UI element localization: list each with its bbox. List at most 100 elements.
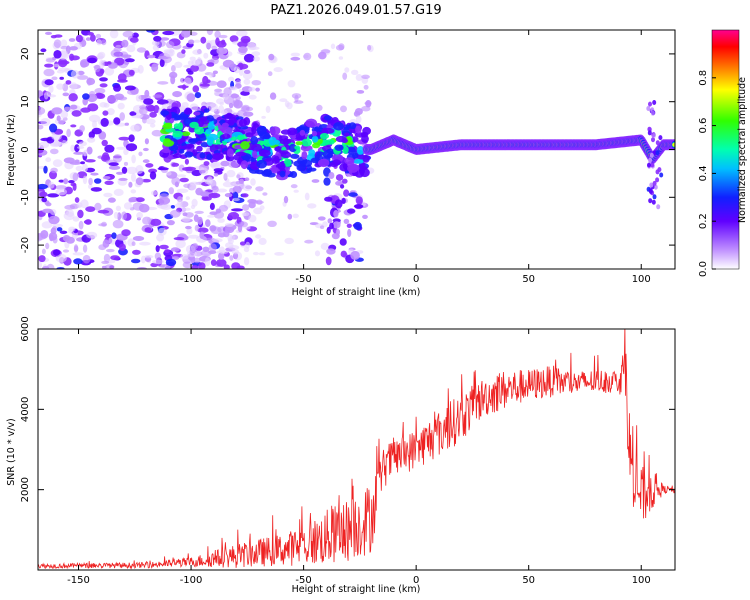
spectrogram-cell [255,234,262,239]
spectrogram-cell [212,238,223,243]
spectrogram-cell [79,125,85,133]
spectrogram-cell [116,146,127,150]
spectrogram-cell [147,54,156,59]
spectrogram-cell [652,100,657,105]
spectrogram-cell [225,226,235,234]
snr-xtick-label: 0 [413,575,419,586]
spectrogram-ytick-label: 10 [20,95,31,108]
spectrogram-cell [223,113,234,119]
spectrogram-cell [139,106,148,115]
spectrogram-cell [346,146,356,155]
spectrogram-cell [241,212,247,217]
spectrogram-xtick-label: 0 [413,274,419,285]
colorbar-tick-label: 0.4 [698,165,709,181]
spectrogram-cell [303,52,312,61]
spectrogram-cell [128,181,133,188]
spectrogram-cell [180,30,191,38]
spectrogram-cell [232,99,240,107]
spectrogram-cell [290,56,301,61]
spectrogram-cell [112,219,124,229]
spectrogram-cell [82,254,91,264]
spectrogram-cell [365,100,372,108]
spectrogram-cell [174,61,183,68]
spectrogram-cell [238,178,244,184]
snr-xtick-label: -150 [67,575,90,586]
spectrogram-cell [205,40,213,49]
spectrogram-ytick-label: -10 [20,189,31,205]
spectrogram-cell [251,80,262,86]
spectrogram-cell [145,118,156,125]
spectrogram-cell [131,115,143,119]
spectrogram-cell [206,138,214,146]
spectrogram-cell [197,56,202,65]
spectrogram-cell [142,159,150,164]
spectrogram-cell [346,161,355,168]
spectrogram-cell [85,159,96,163]
spectrogram-cell [248,87,256,92]
spectrogram-cell [236,174,241,179]
spectrogram-cell [70,69,80,79]
spectrogram-cell [164,50,174,58]
spectrogram-cell [199,190,210,197]
spectrogram-cell [106,108,115,116]
spectrogram-cell [208,250,217,254]
spectrogram-cell [130,124,140,132]
spectrogram-cell [194,126,205,135]
spectrogram-cell [159,58,165,68]
spectrogram-cell [199,152,206,159]
spectrogram-cell [203,52,209,59]
spectrogram-cell [354,108,363,115]
spectrogram-cell [229,35,239,43]
spectrogram-cell [238,46,248,54]
spectrogram-cell [209,211,218,215]
spectrogram-cell [202,75,209,85]
spectrogram-cell [213,173,219,177]
spectrogram-cell [190,64,200,72]
spectrogram-cell [221,126,233,134]
spectrogram-cell [166,41,175,49]
spectrogram-cell [152,45,160,51]
spectrogram-cell [74,144,80,153]
spectrogram-cell [160,110,170,116]
spectrogram-cell [126,44,136,53]
spectrogram-cell [87,137,96,143]
spectrogram-cell [251,51,261,57]
spectrogram-cell [652,194,657,200]
spectrogram-cell [279,170,286,178]
spectrogram-cell [56,69,65,74]
spectrogram-cell [144,227,152,233]
spectrogram-cell [103,192,113,198]
spectrogram-cell [293,189,299,193]
spectrogram-cell [172,130,183,138]
spectrogram-cell [38,124,44,130]
spectrogram-cell [86,146,93,155]
spectrogram-cell [88,177,93,186]
spectrogram-cell [151,190,158,196]
spectrogram-cell [99,77,108,82]
spectrogram-cell [189,121,199,129]
spectrogram-cell [94,202,102,211]
spectrogram-cell [180,145,193,150]
spectrogram-cell [65,80,72,85]
spectrogram-cell [148,168,158,174]
spectrogram-cell [45,202,52,207]
spectrogram-cell [112,154,123,163]
spectrogram-cell [218,246,225,254]
spectrogram-cell [350,250,360,260]
spectrogram-cell [204,178,213,185]
spectrogram-cell [271,158,280,164]
spectrogram-cell [191,198,198,207]
spectrogram-xtick-label: -150 [67,274,90,285]
spectrogram-cell [69,82,78,90]
snr-ylabel: SNR (10 * v/v) [6,418,17,486]
spectrogram-cell [247,199,257,204]
spectrogram-cell [103,176,111,180]
spectrogram-cell [57,60,70,65]
spectrogram-cell [241,193,249,198]
spectrogram-cell [340,250,347,258]
spectrogram-cell [219,34,228,39]
spectrogram-cell [236,30,248,37]
spectrogram-cell [288,143,297,153]
spectrogram-cell [323,127,335,134]
spectrogram-cell [149,111,157,118]
